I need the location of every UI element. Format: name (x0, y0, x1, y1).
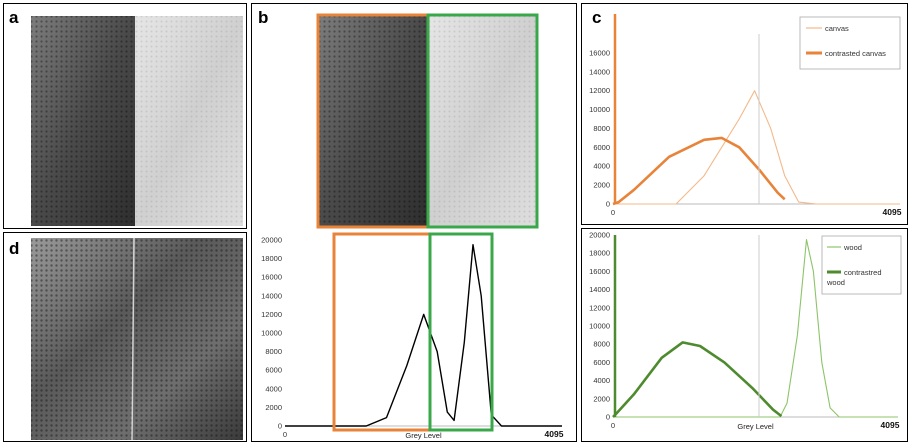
x-tick-label: 4095 (881, 420, 900, 430)
histogram-b: 0 2000 4000 6000 8000 10000 12000 14000 16000 180… (261, 232, 564, 440)
legend-label: wood (843, 243, 862, 252)
y-tick-label: 16000 (589, 48, 610, 57)
panel-b: b 0 2000 4000 6000 8000 10000 12000 14000 16000 1… (251, 3, 577, 442)
y-tick-label: 0 (606, 413, 610, 422)
y-tick-label: 4000 (265, 384, 282, 393)
x-axis-label: Grey Level (405, 431, 442, 440)
wood-range-box (428, 232, 494, 432)
x-tick-label: 4095 (545, 429, 564, 439)
y-tick-label: 14000 (589, 67, 610, 76)
canvas-wood-image-a (31, 16, 243, 226)
y-tick-label: 20000 (589, 231, 610, 240)
series-line (613, 90, 900, 205)
y-tick-label: 14000 (261, 291, 282, 300)
y-tick-label: 12000 (589, 86, 610, 95)
y-tick-label: 4000 (593, 162, 610, 171)
y-tick-label: 10000 (261, 329, 282, 338)
panel-c: c 0 2000 4000 6000 8000 10000 12000 14000 16000 0… (581, 3, 908, 225)
y-tick-label: 2000 (593, 394, 610, 403)
x-tick-label: 0 (611, 421, 615, 430)
histogram-e: 0 2000 4000 6000 8000 10000 12000 14000 16000 180… (589, 231, 902, 431)
series-line (612, 341, 783, 418)
series-line (613, 239, 898, 418)
legend-label: contrasted canvas (825, 49, 886, 58)
legend (799, 16, 901, 70)
image-b (316, 13, 539, 229)
panel-a: a (3, 3, 247, 229)
x-tick-label: 0 (611, 208, 615, 217)
y-tick-label: 12000 (261, 310, 282, 319)
y-tick-label: 2000 (265, 403, 282, 412)
y-tick-label: 8000 (265, 347, 282, 356)
panel-label-d: d (9, 239, 20, 258)
panel-e: 0 2000 4000 6000 8000 10000 12000 14000 16000 180… (581, 228, 908, 442)
canvas-range-box (332, 232, 432, 432)
y-tick-label: 2000 (593, 181, 610, 190)
y-tick-label: 18000 (261, 254, 282, 263)
legend-label: canvas (825, 24, 849, 33)
y-tick-label: 18000 (589, 249, 610, 258)
y-tick-label: 8000 (593, 124, 610, 133)
y-tick-label: 6000 (593, 358, 610, 367)
contrasted-image-d (31, 237, 243, 441)
panel-d: d (3, 232, 247, 442)
legend-label: contrastred wood (826, 268, 882, 287)
y-tick-label: 10000 (589, 105, 610, 114)
y-tick-label: 6000 (265, 366, 282, 375)
y-tick-label: 20000 (261, 236, 282, 245)
y-tick-label: 12000 (589, 303, 610, 312)
y-tick-label: 4000 (593, 376, 610, 385)
y-tick-label: 0 (278, 422, 282, 431)
y-tick-label: 14000 (589, 285, 610, 294)
y-tick-label: 0 (606, 200, 610, 209)
x-axis-label: Grey Level (737, 422, 774, 431)
panel-label-b: b (258, 8, 269, 27)
y-tick-label: 6000 (593, 143, 610, 152)
panel-label-a: a (9, 8, 19, 27)
wood-region-box (426, 13, 539, 229)
legend (821, 235, 902, 295)
x-tick-label: 0 (283, 430, 287, 439)
y-tick-label: 16000 (589, 267, 610, 276)
y-tick-label: 16000 (261, 273, 282, 282)
y-tick-label: 10000 (589, 322, 610, 331)
y-tick-label: 8000 (593, 340, 610, 349)
series-line (612, 136, 786, 206)
series-line (285, 244, 562, 427)
panel-label-c: c (592, 8, 602, 27)
x-tick-label: 4095 (883, 207, 902, 217)
histogram-c: 0 2000 4000 6000 8000 10000 12000 14000 16000 0 40… (589, 14, 902, 217)
